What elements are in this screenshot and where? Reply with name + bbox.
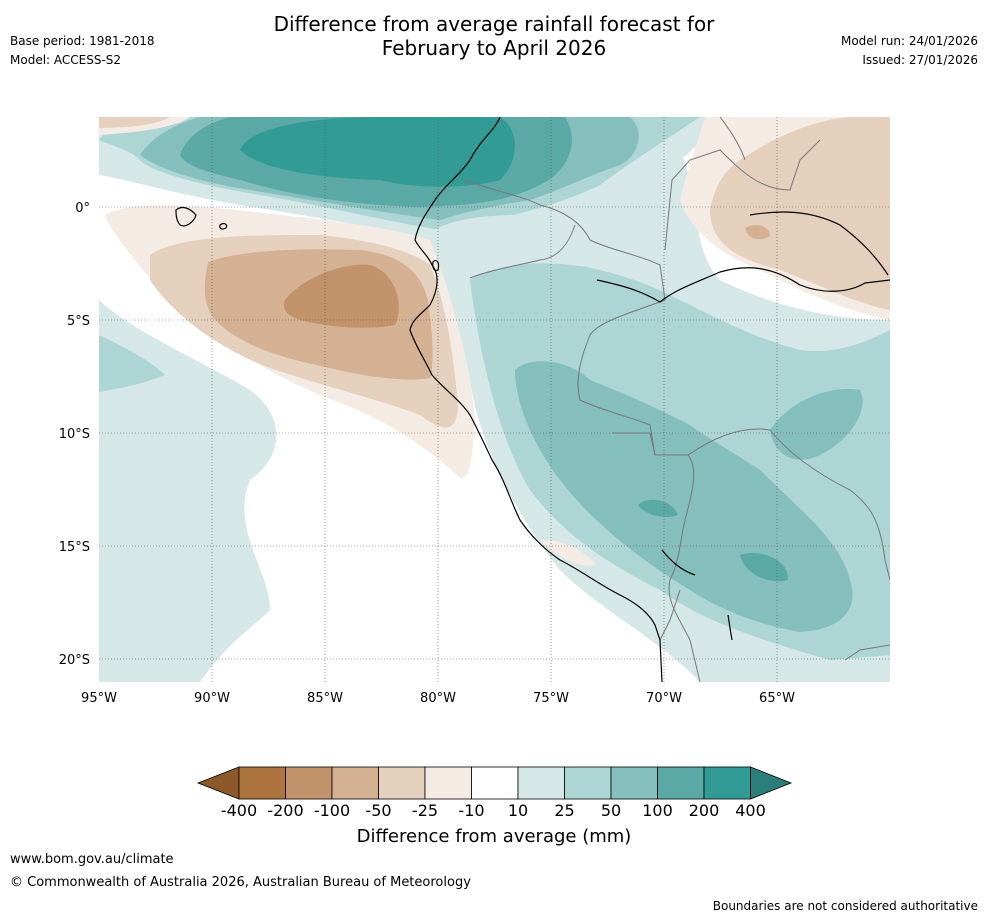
- colorbar-swatch: [517, 766, 565, 800]
- colorbar-label: Difference from average (mm): [356, 826, 632, 847]
- map-fields: [99, 117, 890, 682]
- field-pos-25-west: [99, 335, 165, 392]
- colorbar-swatch: [331, 766, 379, 800]
- country-borders: [464, 117, 890, 682]
- title-line-1: Difference from average rainfall forecas…: [273, 12, 715, 36]
- lon-label: 75°W: [533, 691, 569, 706]
- colorbar-swatch: [657, 766, 705, 800]
- lat-label: 0°: [75, 201, 90, 216]
- footer-link[interactable]: www.bom.gov.au/climate: [10, 852, 174, 867]
- field-neg-10-south: [540, 539, 596, 566]
- field-neg-50-ne: [745, 224, 770, 240]
- latitude-labels: 0° 5°S 10°S 15°S 20°S: [59, 201, 90, 668]
- coastlines: [175, 117, 890, 682]
- colorbar-tick-label: 400: [735, 801, 766, 820]
- colorbar-tick-label: -100: [314, 801, 350, 820]
- header-meta-left: Base period: 1981-2018 Model: ACCESS-S2: [10, 32, 155, 70]
- model-run-text: Model run: 24/01/2026: [840, 34, 978, 48]
- field-pos-10-west: [99, 300, 277, 682]
- lon-label: 95°W: [81, 691, 117, 706]
- header-meta-right: Model run: 24/01/2026 Issued: 27/01/2026: [841, 32, 978, 70]
- field-neg-25-nw: [99, 117, 170, 128]
- colorbar-tick-label: 200: [689, 801, 720, 820]
- colorbar-tick-label: -50: [365, 801, 391, 820]
- colorbar-swatch: [610, 766, 658, 800]
- lon-label: 85°W: [307, 691, 343, 706]
- colorbar-arrow-high: [750, 766, 793, 800]
- colorbar-tick-label: -25: [412, 801, 438, 820]
- colorbar-swatch: [703, 766, 751, 800]
- colorbar-tick-label: -400: [221, 801, 257, 820]
- field-pos-100-small: [638, 499, 678, 517]
- colorbar-swatch: [424, 766, 472, 800]
- model-text: Model: ACCESS-S2: [10, 53, 122, 67]
- colorbar-tick-label: -200: [267, 801, 303, 820]
- field-pos-100-central: [740, 552, 789, 582]
- issued-text: Issued: 27/01/2026: [862, 53, 978, 67]
- colorbar: -400 -200 -100 -50 -25 -10 10 25 50 100 200 400: [196, 766, 793, 820]
- lat-label: 10°S: [59, 427, 90, 442]
- field-pos-200-north: [240, 117, 515, 187]
- colorbar-tick-label: 25: [554, 801, 574, 820]
- lat-label: 15°S: [59, 540, 90, 555]
- colorbar-tick-label: 10: [508, 801, 528, 820]
- map-title: Difference from average rainfall forecas…: [0, 12, 988, 60]
- lon-label: 65°W: [759, 691, 795, 706]
- footer-note: Boundaries are not considered authoritat…: [712, 899, 978, 913]
- colorbar-swatch: [564, 766, 612, 800]
- colorbar-swatch: [378, 766, 426, 800]
- map-gridlines: [99, 117, 890, 682]
- footer-copyright: © Commonwealth of Australia 2026, Austra…: [10, 875, 471, 890]
- colorbar-swatch: [285, 766, 333, 800]
- lon-label: 70°W: [646, 691, 682, 706]
- lon-label: 90°W: [194, 691, 230, 706]
- longitude-labels: 95°W 90°W 85°W 80°W 75°W 70°W 65°W: [81, 691, 795, 706]
- field-neg-100: [283, 264, 399, 328]
- colorbar-tick-label: -10: [458, 801, 484, 820]
- colorbar-swatch: [238, 766, 286, 800]
- field-pos-50-east: [770, 389, 863, 460]
- colorbar-swatch: [471, 766, 519, 800]
- base-period-text: Base period: 1981-2018: [10, 34, 155, 48]
- colorbar-tick-label: 50: [601, 801, 621, 820]
- lat-label: 20°S: [59, 653, 90, 668]
- lon-label: 80°W: [420, 691, 456, 706]
- title-line-2: February to April 2026: [381, 36, 607, 60]
- colorbar-arrow-low: [196, 766, 240, 800]
- colorbar-tick-label: 100: [642, 801, 673, 820]
- lat-label: 5°S: [67, 314, 90, 329]
